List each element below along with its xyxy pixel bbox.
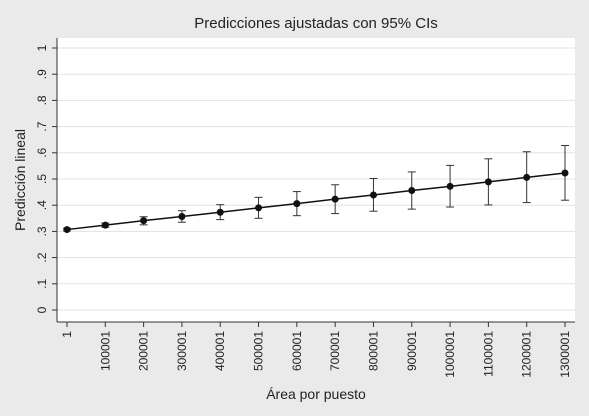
chart-title: Predicciones ajustadas con 95% CIs (194, 15, 437, 32)
x-tick-label: 300001 (175, 331, 189, 371)
x-tick-label: 500001 (252, 331, 266, 371)
data-point (523, 173, 531, 181)
data-point (561, 169, 569, 177)
x-tick-label: 900001 (405, 331, 419, 371)
series-line (66, 172, 566, 231)
x-tick-label: 1200001 (520, 331, 534, 378)
data-point (484, 178, 492, 186)
y-tick-label: 1 (35, 44, 49, 51)
plot-area (57, 38, 575, 322)
x-ticks: 1 100001 200001 300001 400001 500001 600001 700… (60, 322, 572, 378)
x-tick-label: 200001 (137, 331, 151, 371)
data-point (255, 204, 263, 212)
y-ticks: 0 .1 .2 .3 .4 .5 .6 .7 .8 .9 1 (35, 44, 57, 313)
x-tick-label: 600001 (290, 331, 304, 371)
x-tick-label: 1000001 (443, 331, 457, 378)
data-point (446, 182, 454, 190)
x-tick-label: 400001 (213, 331, 227, 371)
y-tick-label: 0 (35, 306, 49, 313)
data-point (101, 221, 109, 229)
y-tick-label: .7 (35, 121, 49, 131)
x-tick-label: 1 (60, 331, 74, 338)
x-tick-label: 100001 (98, 331, 112, 371)
data-point (178, 212, 186, 220)
y-tick-label: .4 (35, 200, 49, 210)
series-line-group (63, 169, 569, 234)
y-tick-label: .1 (35, 278, 49, 288)
y-tick-label: .8 (35, 95, 49, 105)
y-axis-label: Predicción lineal (12, 129, 28, 231)
y-tick-label: .6 (35, 147, 49, 157)
data-point (63, 226, 71, 234)
data-point (216, 208, 224, 216)
y-tick-label: .3 (35, 226, 49, 236)
x-axis-label: Área por puesto (266, 386, 366, 402)
data-point (369, 191, 377, 199)
data-point (293, 200, 301, 208)
data-point (331, 195, 339, 203)
x-tick-label: 800001 (366, 331, 380, 371)
grid (57, 47, 575, 311)
x-tick-label: 700001 (328, 331, 342, 371)
x-tick-label: 1100001 (481, 331, 495, 377)
data-point (408, 187, 416, 195)
y-tick-label: .2 (35, 252, 49, 262)
y-tick-label: .5 (35, 174, 49, 184)
data-point (140, 217, 148, 225)
y-tick-label: .9 (35, 69, 49, 79)
x-tick-label: 1300001 (558, 331, 572, 378)
